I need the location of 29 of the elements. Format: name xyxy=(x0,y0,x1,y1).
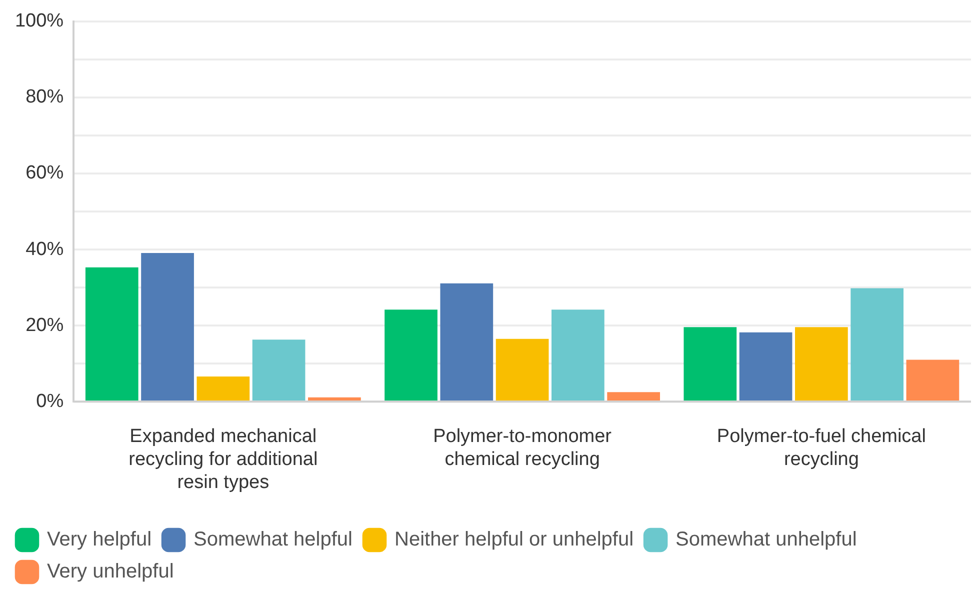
bar xyxy=(607,392,660,401)
x-tick-label: Polymer-to-monomer chemical recycling xyxy=(433,426,612,470)
bar xyxy=(684,327,737,401)
legend-label: Very unhelpful xyxy=(47,560,174,583)
bar xyxy=(850,288,904,401)
y-tick-label: 100% xyxy=(14,10,64,32)
bar xyxy=(906,360,960,401)
y-tick-label: 60% xyxy=(26,162,64,184)
bar xyxy=(739,332,792,401)
y-tick-label: 80% xyxy=(26,86,64,108)
bar xyxy=(141,252,194,401)
y-tick-label: 20% xyxy=(26,314,64,336)
y-tick-label: 40% xyxy=(26,238,64,260)
legend-label: Somewhat helpful xyxy=(194,528,352,551)
legend-label: Neither helpful or unhelpful xyxy=(394,528,634,551)
y-tick-label: 0% xyxy=(36,390,64,412)
bar xyxy=(552,310,604,401)
bar xyxy=(795,327,848,401)
legend-label: Somewhat unhelpful xyxy=(676,528,857,551)
x-tick-label: Expanded mechanical recycling for additional resin types xyxy=(128,426,318,493)
bar xyxy=(496,338,549,401)
bar xyxy=(440,283,494,401)
legend-label: Very helpful xyxy=(47,528,152,551)
bar xyxy=(384,310,438,401)
bar xyxy=(308,397,361,401)
bar xyxy=(252,340,306,401)
bar xyxy=(85,267,138,401)
bar xyxy=(196,376,250,401)
x-tick-label: Polymer-to-fuel chemical recycling xyxy=(716,426,926,470)
